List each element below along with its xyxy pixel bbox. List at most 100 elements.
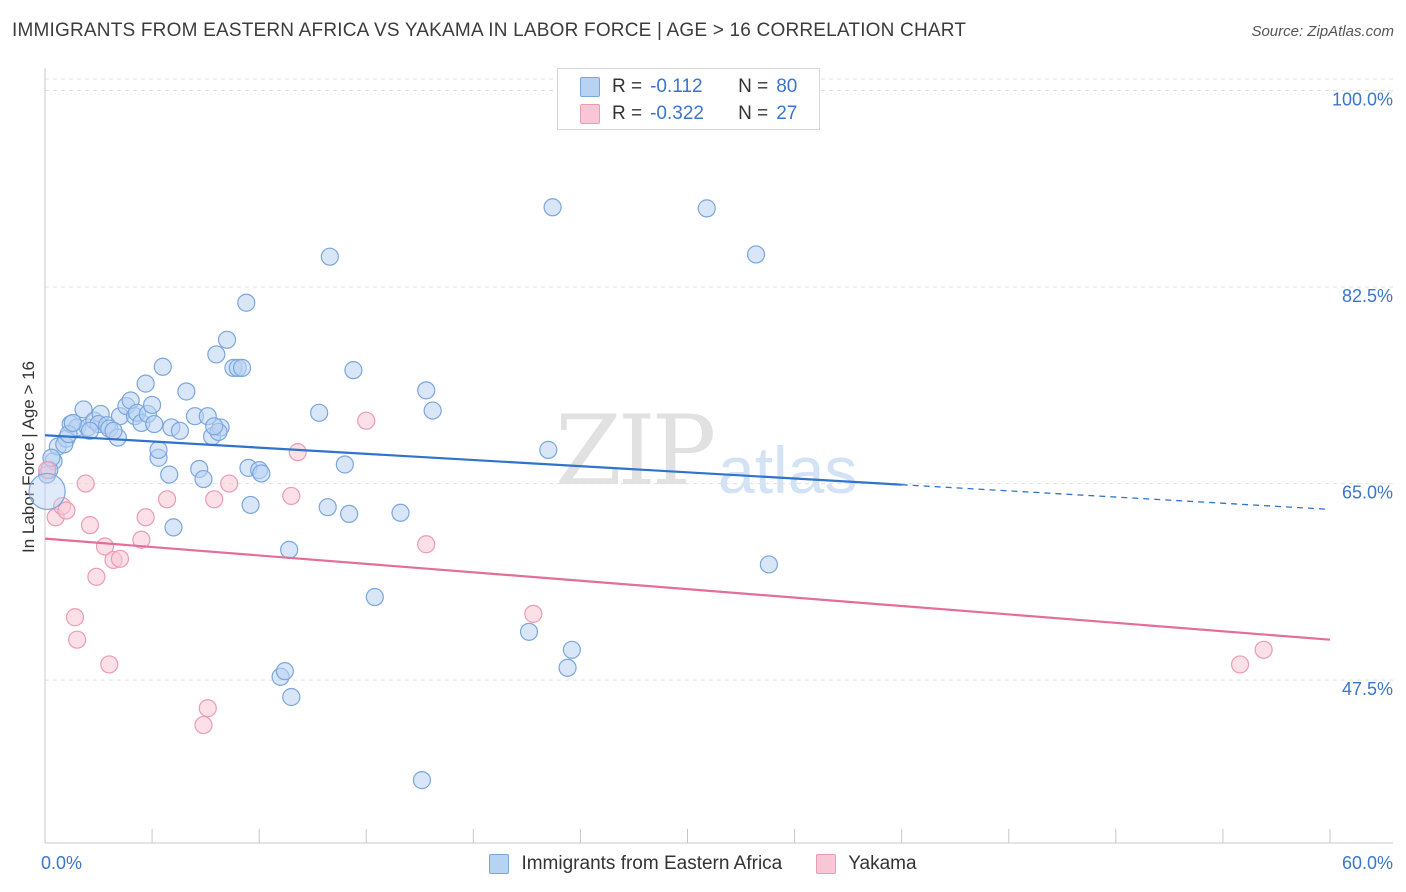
- eastern-africa-point: [697, 199, 716, 218]
- yakama-point: [220, 474, 239, 493]
- source-credit: Source: ZipAtlas.com: [1251, 23, 1394, 40]
- eastern-africa-point: [558, 658, 577, 677]
- eastern-africa-point: [335, 455, 354, 474]
- yakama-point: [198, 699, 217, 718]
- eastern-africa-point: [145, 414, 164, 434]
- yakama-point: [57, 501, 76, 520]
- legend-swatch-pink: [816, 854, 837, 874]
- legend-n-label: N =: [738, 103, 769, 124]
- legend-r-label: R =: [612, 76, 643, 97]
- yakama-point: [205, 490, 224, 509]
- legend-row-yakama: R = -0.322 N = 27: [580, 102, 797, 126]
- eastern-africa-point: [80, 421, 100, 440]
- eastern-africa-point: [562, 640, 581, 659]
- legend-n-value: 27: [776, 103, 798, 124]
- y-tick-label: 65.0%: [1342, 483, 1393, 503]
- series-legend: Immigrants from Eastern Africa Yakama: [0, 851, 1406, 877]
- yakama-point: [282, 486, 301, 506]
- legend-swatch-blue: [489, 854, 510, 874]
- eastern-africa-point: [519, 622, 539, 641]
- eastern-africa-point: [423, 401, 442, 420]
- eastern-africa-trendline-extension: [901, 484, 1331, 511]
- legend-r-value: -0.112: [650, 76, 703, 97]
- eastern-africa-point: [746, 245, 766, 264]
- eastern-africa-point: [412, 771, 432, 790]
- eastern-africa-point-large: [28, 472, 66, 511]
- legend-r-label: R =: [612, 103, 643, 124]
- eastern-africa-point: [104, 421, 123, 440]
- yakama-point: [1254, 640, 1273, 659]
- legend-item-yakama: Yakama: [816, 853, 917, 875]
- legend-item-eastern-africa: Immigrants from Eastern Africa: [489, 853, 782, 875]
- y-tick-label: 100.0%: [1332, 89, 1393, 109]
- eastern-africa-point: [170, 421, 190, 440]
- yakama-point: [110, 549, 130, 568]
- chart-title: IMMIGRANTS FROM EASTERN AFRICA VS YAKAMA…: [12, 20, 967, 41]
- yakama-point: [132, 530, 151, 549]
- legend-label-yakama: Yakama: [848, 853, 917, 874]
- correlation-legend: R = -0.112 N = 80 R = -0.322 N = 27: [557, 68, 820, 130]
- legend-r-value: -0.322: [650, 103, 704, 124]
- yakama-point: [100, 655, 119, 674]
- legend-label-eastern-africa: Immigrants from Eastern Africa: [521, 853, 783, 874]
- eastern-africa-point: [320, 247, 339, 266]
- eastern-africa-point: [164, 518, 183, 537]
- eastern-africa-point: [237, 293, 256, 312]
- eastern-africa-point: [241, 495, 260, 515]
- legend-swatch-pink: [580, 104, 600, 124]
- eastern-africa-point: [280, 540, 299, 559]
- eastern-africa-point: [365, 587, 384, 607]
- x-tick-label: 60.0%: [1342, 853, 1393, 873]
- x-tick-label: 0.0%: [41, 853, 82, 873]
- eastern-africa-point: [217, 330, 237, 349]
- eastern-africa-point: [282, 687, 301, 707]
- eastern-africa-point: [232, 358, 252, 377]
- eastern-africa-point: [344, 361, 363, 380]
- eastern-africa-point: [177, 382, 196, 401]
- eastern-africa-point: [759, 555, 778, 574]
- yakama-point: [87, 567, 106, 586]
- watermark-atlas: atlas: [718, 433, 858, 507]
- eastern-africa-point: [63, 413, 82, 433]
- y-tick-label: 47.5%: [1342, 679, 1393, 699]
- legend-swatch-blue: [580, 77, 600, 97]
- eastern-africa-point: [74, 400, 93, 419]
- eastern-africa-point: [275, 662, 294, 681]
- legend-n-value: 80: [776, 76, 798, 97]
- eastern-africa-trendline: [44, 434, 902, 486]
- eastern-africa-point: [391, 503, 410, 522]
- eastern-africa-point: [543, 198, 562, 217]
- yakama-point: [524, 604, 543, 623]
- legend-row-eastern-africa: R = -0.112 N = 80: [580, 75, 797, 99]
- eastern-africa-point: [539, 440, 558, 459]
- watermark-zip: ZIP: [555, 395, 716, 507]
- eastern-africa-point: [207, 345, 226, 364]
- eastern-africa-point: [310, 403, 329, 422]
- eastern-africa-point: [194, 469, 213, 489]
- eastern-africa-point: [142, 395, 162, 415]
- yakama-point: [417, 535, 436, 554]
- eastern-africa-point: [252, 464, 271, 483]
- yakama-trendline: [44, 537, 1331, 641]
- yakama-point: [65, 608, 85, 627]
- eastern-africa-point: [160, 465, 179, 484]
- yakama-point: [288, 443, 307, 462]
- yakama-point: [80, 516, 100, 535]
- yakama-point: [68, 630, 87, 649]
- eastern-africa-point: [318, 498, 337, 517]
- yakama-point: [1230, 655, 1250, 674]
- yakama-point: [357, 411, 376, 430]
- legend-n-label: N =: [738, 76, 769, 97]
- eastern-africa-point: [153, 357, 172, 376]
- eastern-africa-point: [149, 440, 168, 459]
- eastern-africa-point: [205, 417, 224, 436]
- yakama-point: [194, 715, 213, 735]
- eastern-africa-point: [136, 374, 155, 393]
- y-tick-label: 82.5%: [1342, 286, 1393, 306]
- yakama-point: [76, 474, 95, 493]
- yakama-point: [136, 508, 155, 527]
- eastern-africa-point: [417, 381, 436, 400]
- eastern-africa-point: [340, 504, 359, 524]
- yakama-point: [157, 490, 177, 509]
